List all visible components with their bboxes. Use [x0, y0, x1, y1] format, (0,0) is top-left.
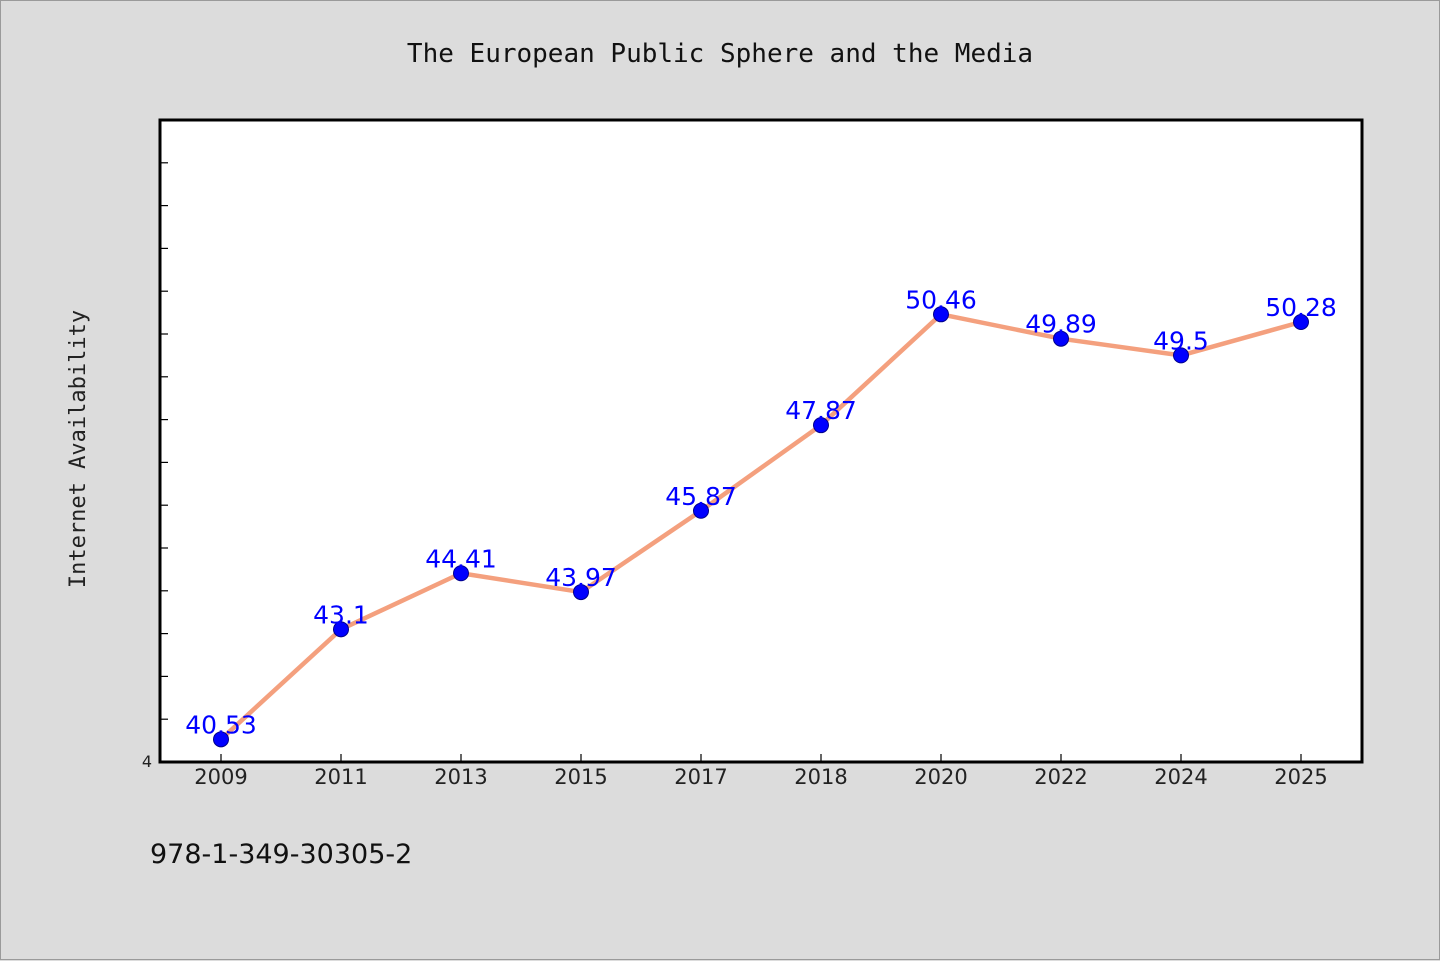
y-axis-ticks — [160, 162, 168, 763]
isbn-footer: 978-1-349-30305-2 — [150, 839, 412, 870]
y-tick-label: 4 — [142, 752, 152, 771]
x-tick-label: 2013 — [434, 765, 487, 789]
x-tick-label: 2017 — [674, 765, 727, 789]
x-axis-ticks: 2009 2011 2013 2015 2017 2018 2020 2022 2024 2025 — [194, 754, 1328, 789]
data-label: 44.41 — [425, 544, 497, 573]
data-point — [1293, 314, 1309, 331]
x-tick-label: 2011 — [314, 765, 367, 789]
data-point — [813, 417, 829, 434]
data-point — [453, 565, 469, 582]
x-tick-label: 2025 — [1274, 765, 1327, 789]
data-point — [693, 502, 709, 519]
data-label: 50.28 — [1265, 293, 1337, 322]
data-point — [1173, 347, 1189, 364]
x-tick-label: 2009 — [194, 765, 247, 789]
data-point — [213, 731, 229, 748]
data-label: 49.5 — [1153, 326, 1209, 355]
data-label: 40.53 — [185, 710, 257, 739]
data-label: 45.87 — [665, 482, 737, 511]
series-layer: 40.53 43.1 44.41 43.97 45.87 47.87 50.46 49.89 4… — [185, 285, 1337, 748]
data-label: 43.97 — [545, 563, 617, 592]
x-tick-label: 2024 — [1154, 765, 1207, 789]
x-tick-label: 2022 — [1034, 765, 1087, 789]
data-point — [333, 621, 349, 638]
data-label: 43.1 — [313, 600, 369, 629]
chart-title: The European Public Sphere and the Media — [407, 39, 1033, 69]
data-label: 47.87 — [785, 396, 857, 425]
data-point — [933, 306, 949, 323]
x-tick-label: 2018 — [794, 765, 847, 789]
data-point — [573, 584, 589, 601]
series-line — [219, 312, 1302, 741]
y-axis-label: Internet Availability — [66, 310, 91, 588]
data-label: 49.89 — [1025, 310, 1097, 339]
plot-area — [158, 118, 1364, 764]
data-point — [1053, 330, 1069, 347]
x-tick-label: 2015 — [554, 765, 607, 789]
data-label: 50.46 — [905, 285, 977, 314]
x-tick-label: 2020 — [914, 765, 967, 789]
